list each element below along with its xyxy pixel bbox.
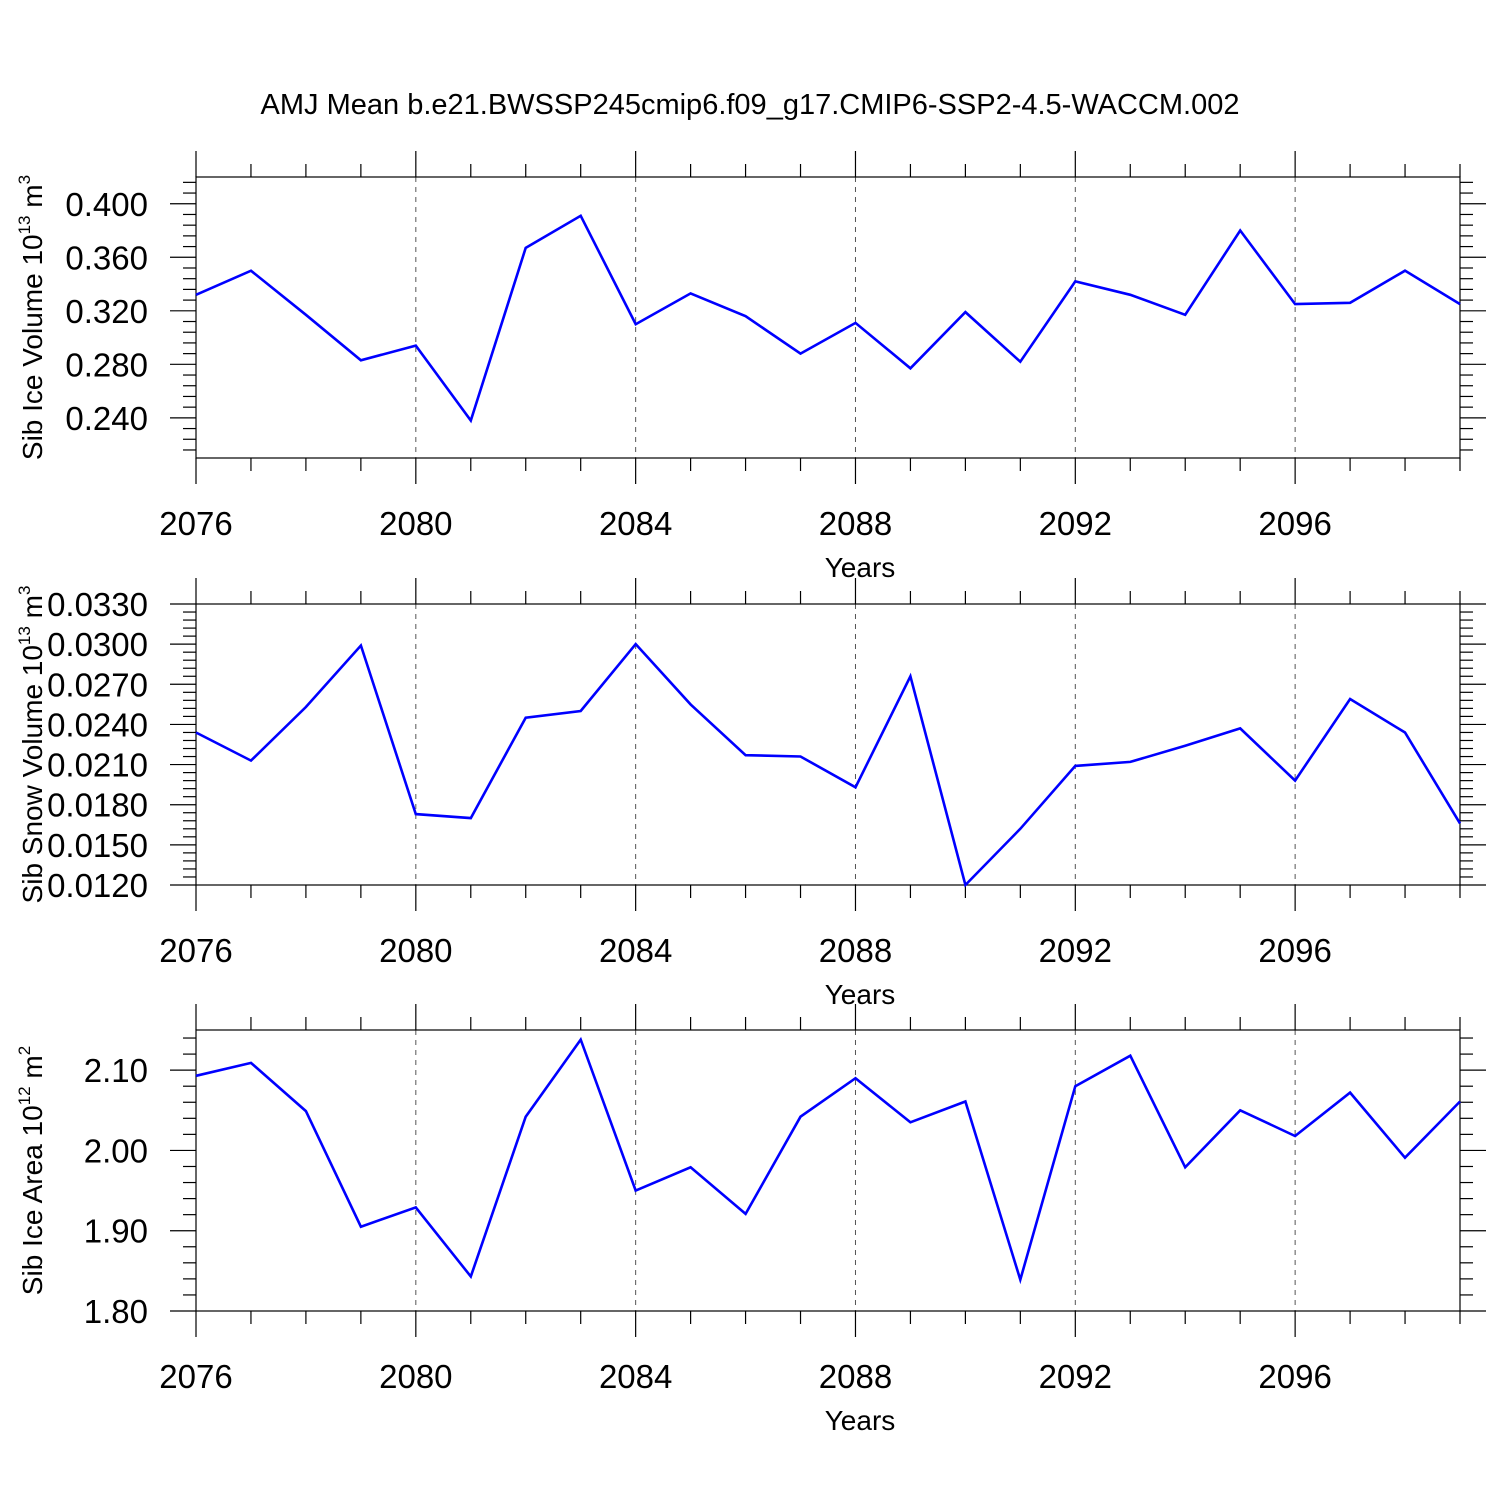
chart-panel-3: 2076 2080 2084 2088 2092 2096 1.80 1.90 2.00 2.10… <box>15 1004 1486 1436</box>
x-tick-label: 2080 <box>379 505 452 542</box>
y-tick-label: 0.0300 <box>47 626 148 663</box>
y-tick-label: 0.280 <box>65 346 148 383</box>
x-tick-label: 2092 <box>1039 505 1112 542</box>
x-tick-label: 2076 <box>159 1358 232 1395</box>
x-tick-label: 2084 <box>599 932 672 969</box>
x-tick-label: 2088 <box>819 932 892 969</box>
y-tick-label: 0.0150 <box>47 827 148 864</box>
x-tick-label: 2088 <box>819 1358 892 1395</box>
x-tick-label: 2080 <box>379 932 452 969</box>
x-tick-label: 2092 <box>1039 1358 1112 1395</box>
x-tick-label: 2080 <box>379 1358 452 1395</box>
chart-panel-1: 2076 2080 2084 2088 2092 2096 0.240 0.280 0.320 0… <box>15 151 1486 583</box>
x-tick-label: 2076 <box>159 505 232 542</box>
x-tick-label: 2092 <box>1039 932 1112 969</box>
y-tick-label: 0.360 <box>65 239 148 276</box>
data-line <box>195 642 1462 888</box>
data-line <box>195 213 1461 424</box>
plot-frame <box>195 603 1461 886</box>
x-axis-title: Years <box>825 979 896 1010</box>
y-tick-label: 0.320 <box>65 293 148 330</box>
x-axis-title: Years <box>825 1405 896 1436</box>
x-tick-label: 2088 <box>819 505 892 542</box>
y-tick-label: 0.0180 <box>47 787 148 824</box>
x-axis-title: Years <box>825 552 896 583</box>
plot-frame <box>195 176 1461 459</box>
plot-frame <box>195 1029 1461 1312</box>
figure-title: AMJ Mean b.e21.BWSSP245cmip6.f09_g17.CMI… <box>261 89 1240 121</box>
x-tick-label: 2096 <box>1258 505 1331 542</box>
y-tick-label: 0.240 <box>65 400 148 437</box>
y-tick-label: 1.90 <box>84 1213 148 1250</box>
x-tick-label: 2084 <box>599 505 672 542</box>
y-tick-label: 1.80 <box>84 1293 148 1330</box>
y-tick-label: 2.00 <box>84 1132 148 1169</box>
y-axis-title: Sib Ice Volume 1013 m3 <box>15 175 48 460</box>
y-tick-label: 0.0240 <box>47 706 148 743</box>
y-tick-label: 0.0210 <box>47 747 148 784</box>
chart-panel-2: 2076 2080 2084 2088 2092 2096 0.01200.01500.01… <box>15 578 1486 1010</box>
data-line <box>195 1036 1461 1285</box>
x-tick-label: 2096 <box>1258 932 1331 969</box>
y-axis-title: Sib Ice Area 1012 m2 <box>15 1046 48 1295</box>
y-tick-label: 0.0120 <box>47 867 148 904</box>
y-tick-label: 2.10 <box>84 1052 148 1089</box>
y-axis-title: Sib Snow Volume 1013 m3 <box>15 586 48 904</box>
x-tick-label: 2084 <box>599 1358 672 1395</box>
x-tick-label: 2096 <box>1258 1358 1331 1395</box>
y-tick-label: 0.400 <box>65 186 148 223</box>
x-tick-label: 2076 <box>159 932 232 969</box>
y-tick-label: 0.0330 <box>47 586 148 623</box>
y-tick-label: 0.0270 <box>47 666 148 703</box>
